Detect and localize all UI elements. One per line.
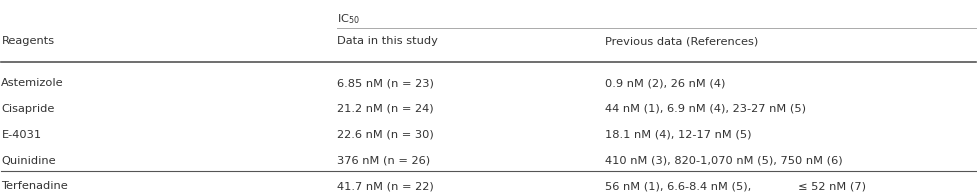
- Text: Terfenadine: Terfenadine: [1, 181, 68, 191]
- Text: 44 nM (1), 6.9 nM (4), 23-27 nM (5): 44 nM (1), 6.9 nM (4), 23-27 nM (5): [606, 104, 806, 114]
- Text: 376 nM (n = 26): 376 nM (n = 26): [337, 156, 431, 166]
- Text: Data in this study: Data in this study: [337, 36, 439, 46]
- Text: Cisapride: Cisapride: [1, 104, 55, 114]
- Text: 21.2 nM (n = 24): 21.2 nM (n = 24): [337, 104, 434, 114]
- Text: Astemizole: Astemizole: [1, 78, 64, 88]
- Text: Quinidine: Quinidine: [1, 156, 56, 166]
- Text: 56 nM (1), 6.6-8.4 nM (5),: 56 nM (1), 6.6-8.4 nM (5),: [606, 181, 755, 191]
- Text: ≤ 52 nM (7): ≤ 52 nM (7): [798, 181, 867, 191]
- Text: 22.6 nM (n = 30): 22.6 nM (n = 30): [337, 130, 434, 140]
- Text: E-4031: E-4031: [1, 130, 41, 140]
- Text: 6.85 nM (n = 23): 6.85 nM (n = 23): [337, 78, 435, 88]
- Text: Previous data (References): Previous data (References): [606, 36, 759, 46]
- Text: Reagents: Reagents: [1, 36, 55, 46]
- Text: 0.9 nM (2), 26 nM (4): 0.9 nM (2), 26 nM (4): [606, 78, 726, 88]
- Text: 18.1 nM (4), 12-17 nM (5): 18.1 nM (4), 12-17 nM (5): [606, 130, 752, 140]
- Text: IC$_{50}$: IC$_{50}$: [337, 12, 361, 26]
- Text: 41.7 nM (n = 22): 41.7 nM (n = 22): [337, 181, 434, 191]
- Text: 410 nM (3), 820-1,070 nM (5), 750 nM (6): 410 nM (3), 820-1,070 nM (5), 750 nM (6): [606, 156, 843, 166]
